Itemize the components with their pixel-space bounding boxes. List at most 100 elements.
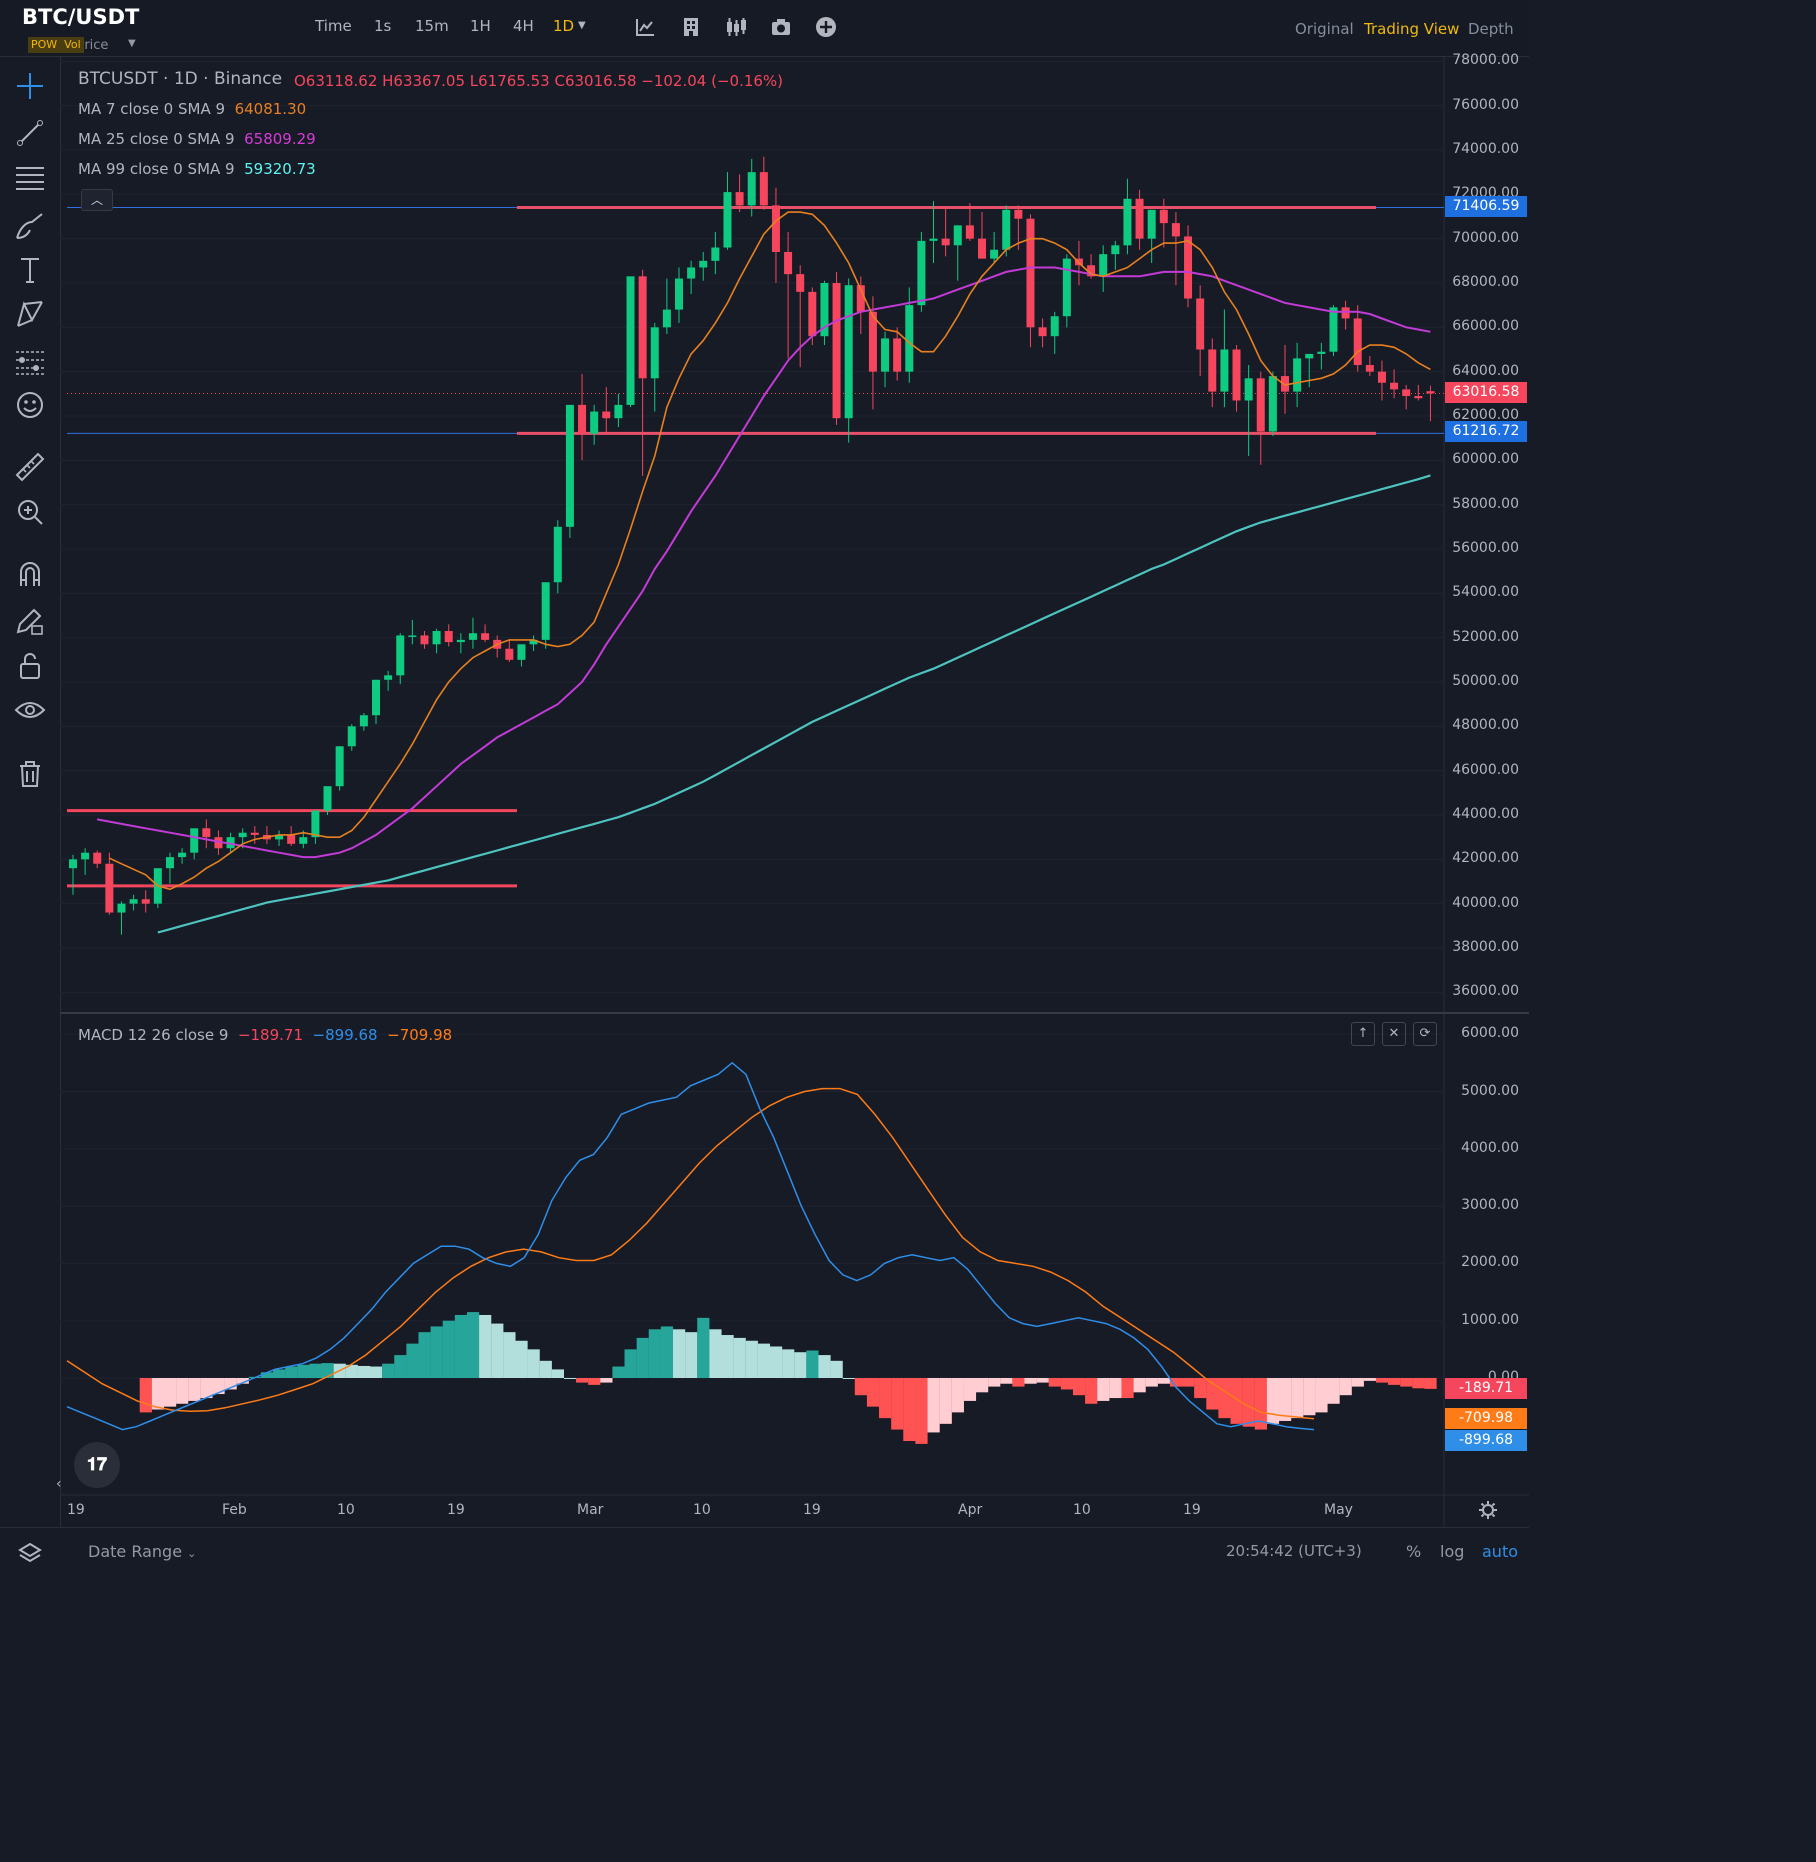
layers-icon[interactable]	[18, 1542, 42, 1564]
price-axis-label: 44000.00	[1452, 805, 1519, 822]
candle-body	[1329, 307, 1338, 352]
pattern-icon[interactable]	[14, 298, 46, 330]
macd-hist-bar	[394, 1355, 407, 1378]
candle-body	[1208, 349, 1217, 392]
clock-display[interactable]: 20:54:42 (UTC+3)	[1226, 1542, 1362, 1560]
candle-body	[384, 675, 393, 680]
macd-hist-bar	[273, 1369, 286, 1378]
macd-hist-bar	[212, 1378, 225, 1395]
date-label: 10	[1073, 1502, 1091, 1518]
macd-axis-label: 3000.00	[1461, 1197, 1519, 1214]
last-price-tag: 63016.58	[1445, 382, 1527, 403]
macd-hist-bar	[891, 1378, 904, 1430]
pair-title[interactable]: BTC/USDT	[22, 5, 140, 29]
macd-hist-bar	[660, 1326, 674, 1378]
candle-body	[1256, 378, 1265, 432]
macd-hist-bar	[745, 1340, 758, 1378]
lock-icon[interactable]	[14, 650, 46, 682]
candle-body	[1220, 349, 1229, 392]
tf-4h[interactable]: 4H	[513, 17, 534, 35]
building-icon[interactable]	[680, 16, 702, 38]
percent-toggle[interactable]: %	[1406, 1542, 1422, 1561]
pane-settings-button[interactable]: ⟳	[1413, 1022, 1437, 1046]
candle-body	[602, 411, 611, 419]
zoom-in-icon[interactable]	[14, 496, 46, 528]
date-label: 10	[337, 1502, 355, 1518]
macd-hist-bar	[1109, 1378, 1122, 1399]
candle-body	[759, 172, 768, 206]
text-icon[interactable]	[14, 254, 46, 286]
pencil-lock-icon[interactable]	[14, 604, 46, 636]
camera-icon[interactable]	[770, 16, 792, 38]
date-range-button[interactable]: Date Range ⌄	[88, 1542, 197, 1561]
candle-body	[978, 238, 986, 259]
candle-body	[505, 648, 514, 660]
tf-1h[interactable]: 1H	[470, 17, 491, 35]
macd-hist-bar	[176, 1378, 189, 1404]
candle-body	[820, 282, 829, 337]
log-toggle[interactable]: log	[1440, 1542, 1465, 1561]
price-chart[interactable]	[0, 0, 1529, 1568]
pane-close-button[interactable]: ✕	[1382, 1022, 1406, 1046]
tf-15m[interactable]: 15m	[415, 17, 449, 35]
candle-body	[1402, 389, 1411, 397]
macd-hist-bar	[866, 1378, 880, 1407]
candle-body	[1087, 265, 1096, 277]
tf-1s[interactable]: 1s	[374, 17, 392, 35]
auto-toggle[interactable]: auto	[1482, 1542, 1519, 1561]
candle-body	[650, 327, 659, 379]
view-original[interactable]: Original	[1295, 20, 1354, 38]
trash-icon[interactable]	[14, 758, 46, 790]
macd-hist-bar	[479, 1314, 492, 1378]
macd-hist-bar	[854, 1378, 867, 1396]
macd-legend: MACD 12 26 close 9 −189.71 −899.68 −709.…	[78, 1026, 453, 1044]
candle-body	[1305, 353, 1314, 359]
candle-body	[1377, 371, 1386, 383]
candle-body	[1184, 236, 1193, 299]
eye-icon[interactable]	[14, 694, 46, 726]
trend-line-icon[interactable]	[14, 117, 46, 149]
candle-body	[311, 810, 320, 838]
macd-hist-bar	[163, 1378, 177, 1407]
macd-hist-bar	[1060, 1378, 1074, 1390]
price-axis-label: 62000.00	[1452, 406, 1519, 423]
candle-body	[335, 746, 344, 787]
fib-lines-icon[interactable]	[14, 162, 46, 194]
tf-time[interactable]: Time	[315, 17, 352, 35]
candle-body	[1147, 209, 1156, 239]
candles-icon[interactable]	[724, 16, 748, 38]
collapse-legend-button[interactable]: ︿	[81, 189, 113, 211]
prediction-icon[interactable]	[14, 346, 46, 378]
chevron-left-icon[interactable]: ‹	[56, 1476, 62, 1492]
candle-body	[626, 276, 635, 405]
candle-body	[1414, 396, 1423, 399]
tf-1d[interactable]: 1D	[553, 17, 575, 35]
magnet-icon[interactable]	[14, 558, 46, 590]
macd-hist-bar	[1363, 1378, 1377, 1381]
plus-circle-icon[interactable]	[815, 16, 837, 38]
macd-hist-bar	[1012, 1378, 1025, 1387]
macd-hist-bar	[673, 1329, 686, 1378]
chevron-down-icon[interactable]: ▼	[128, 38, 136, 49]
ruler-icon[interactable]	[14, 451, 46, 483]
macd-hist-bar	[709, 1329, 722, 1378]
tf-dropdown-icon[interactable]: ▼	[578, 20, 586, 31]
price-axis-label: 52000.00	[1452, 628, 1519, 645]
crosshair-icon[interactable]	[14, 70, 46, 102]
pane-move-up-button[interactable]: ↑	[1351, 1022, 1375, 1046]
macd-hist-bar	[1375, 1378, 1389, 1383]
macd-axis-label: 5000.00	[1461, 1082, 1519, 1099]
candle-body	[1159, 209, 1168, 224]
view-trading-view[interactable]: Trading View	[1364, 20, 1460, 38]
emoji-icon[interactable]	[14, 389, 46, 421]
candle-body	[735, 192, 744, 206]
tradingview-logo-icon[interactable]: 𝟏𝟕	[74, 1442, 120, 1488]
view-depth[interactable]: Depth	[1468, 20, 1514, 38]
candle-body	[1062, 258, 1071, 317]
candle-body	[1099, 254, 1108, 277]
indicator-icon[interactable]	[634, 16, 656, 38]
brush-icon[interactable]	[14, 210, 46, 242]
macd-hist-bar	[1085, 1378, 1098, 1404]
candle-body	[165, 857, 174, 869]
gear-icon[interactable]	[1478, 1500, 1498, 1520]
